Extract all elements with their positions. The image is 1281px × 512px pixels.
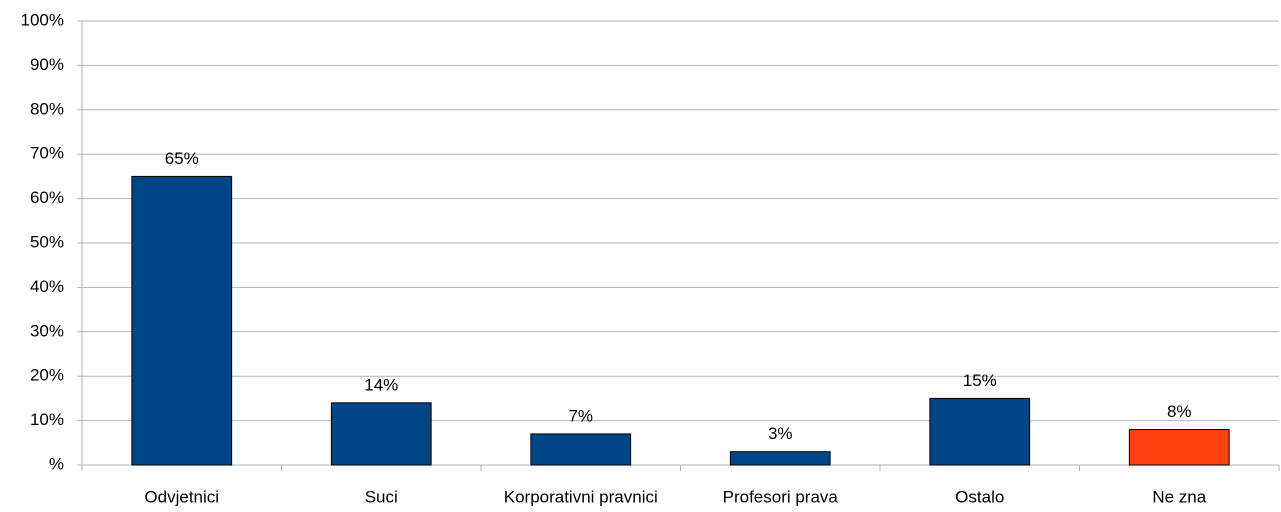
bar [729, 451, 831, 466]
value-label: 7% [568, 406, 593, 425]
x-tick-label: Ne zna [1152, 487, 1206, 506]
y-tick-label: 50% [30, 232, 64, 251]
x-tick-label: Korporativni pravnici [504, 487, 658, 506]
x-tick-label: Suci [365, 487, 398, 506]
bar [330, 402, 432, 466]
y-tick-label: 90% [30, 55, 64, 74]
value-label: 8% [1167, 402, 1192, 421]
y-tick-label: % [49, 454, 64, 473]
y-tick-label: 40% [30, 277, 64, 296]
x-tick-label: Profesori prava [723, 487, 839, 506]
value-label: 3% [768, 424, 793, 443]
bar [530, 433, 632, 466]
value-label: 15% [963, 371, 997, 390]
value-label: 14% [364, 375, 398, 394]
y-tick-label: 20% [30, 366, 64, 385]
x-tick-label: Odvjetnici [144, 487, 219, 506]
y-tick-label: 30% [30, 321, 64, 340]
value-label: 65% [165, 149, 199, 168]
y-tick-label: 100% [21, 10, 64, 29]
bar [929, 397, 1031, 466]
y-tick-label: 10% [30, 410, 64, 429]
bar [1128, 428, 1230, 466]
y-tick-label: 60% [30, 188, 64, 207]
bar [131, 175, 233, 466]
x-tick-label: Ostalo [955, 487, 1004, 506]
y-tick-label: 80% [30, 99, 64, 118]
y-tick-label: 70% [30, 144, 64, 163]
